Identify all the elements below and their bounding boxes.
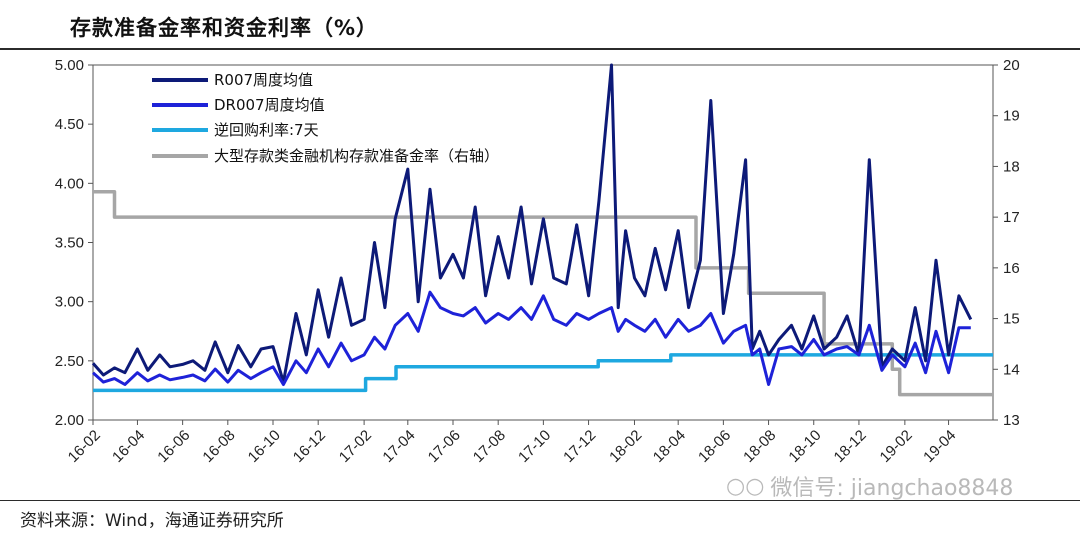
right-axis-ticks: 13 14 15 16 17 18 19 20	[993, 57, 1020, 429]
left-tick-label: 4.50	[55, 116, 84, 133]
x-tick-label: 17-02	[336, 427, 375, 466]
right-tick-label: 15	[1003, 311, 1020, 328]
left-tick-label: 4.00	[55, 175, 84, 192]
x-tick-label: 18-02	[606, 427, 645, 466]
x-tick-label: 17-06	[425, 427, 464, 466]
x-tick-label: 18-10	[785, 427, 824, 466]
x-tick-label: 18-08	[740, 427, 779, 466]
line-chart: 2.002.503.003.504.004.505.00 13141516171…	[55, 57, 1020, 466]
series-layer	[91, 63, 993, 397]
series-line-1	[91, 290, 971, 386]
x-tick-label: 17-04	[379, 427, 418, 466]
left-tick-label: 3.00	[55, 294, 84, 311]
source-note: 资料来源：Wind，海通证券研究所	[20, 511, 284, 531]
right-tick-label: 13	[1003, 412, 1020, 429]
right-tick-label: 20	[1003, 57, 1020, 74]
watermark-text: 微信号: jiangchao8848	[770, 476, 1014, 501]
footer-divider	[0, 500, 1080, 501]
left-tick-label: 2.00	[55, 412, 84, 429]
wechat-icon: ○○	[726, 473, 765, 499]
x-tick-label: 16-06	[154, 427, 193, 466]
x-tick-label: 19-02	[877, 427, 916, 466]
right-tick-label: 18	[1003, 158, 1020, 175]
right-tick-label: 19	[1003, 108, 1020, 125]
x-tick-label: 16-12	[290, 427, 329, 466]
chart-title: 存款准备金率和资金利率（%）	[70, 16, 379, 40]
x-tick-label: 18-04	[650, 427, 689, 466]
left-tick-label: 3.50	[55, 235, 84, 252]
x-tick-label: 16-04	[109, 427, 148, 466]
right-tick-label: 16	[1003, 260, 1020, 277]
x-tick-label: 16-10	[245, 427, 284, 466]
x-tick-label: 18-06	[695, 427, 734, 466]
x-tick-label: 17-10	[515, 427, 554, 466]
x-tick-label: 17-12	[560, 427, 599, 466]
x-tick-label: 18-12	[831, 427, 870, 466]
x-axis-ticks: 16-02 16-04 16-06 16-08 16-10 16-12 17-02 17-04…	[65, 420, 959, 466]
legend: R007周度均值 DR007周度均值逆回购利率:7天大型存款类金融机构存款准备金率…	[152, 71, 499, 165]
series-line-2	[93, 353, 993, 393]
right-tick-label: 17	[1003, 209, 1020, 226]
right-tick-label: 14	[1003, 361, 1020, 378]
x-tick-label: 17-08	[470, 427, 509, 466]
x-tick-label: 16-08	[199, 427, 238, 466]
left-tick-label: 2.50	[55, 353, 84, 370]
legend-label: DR007周度均值	[214, 96, 325, 114]
legend-label: R007周度均值	[214, 71, 313, 89]
left-axis-ticks: 2.00 2.50 3.00 3.50 4.00 4.50 5.00	[55, 57, 93, 429]
legend-label: 大型存款类金融机构存款准备金率（右轴）	[214, 147, 499, 165]
series-line-3	[93, 190, 993, 397]
x-tick-label: 19-04	[920, 427, 959, 466]
x-tick-label: 16-02	[65, 427, 104, 466]
legend-label: 逆回购利率:7天	[214, 121, 319, 139]
watermark: ○○ 微信号: jiangchao8848	[726, 470, 1013, 502]
title-divider	[0, 48, 1080, 50]
series-line-0	[91, 63, 973, 384]
left-tick-label: 5.00	[55, 57, 84, 74]
